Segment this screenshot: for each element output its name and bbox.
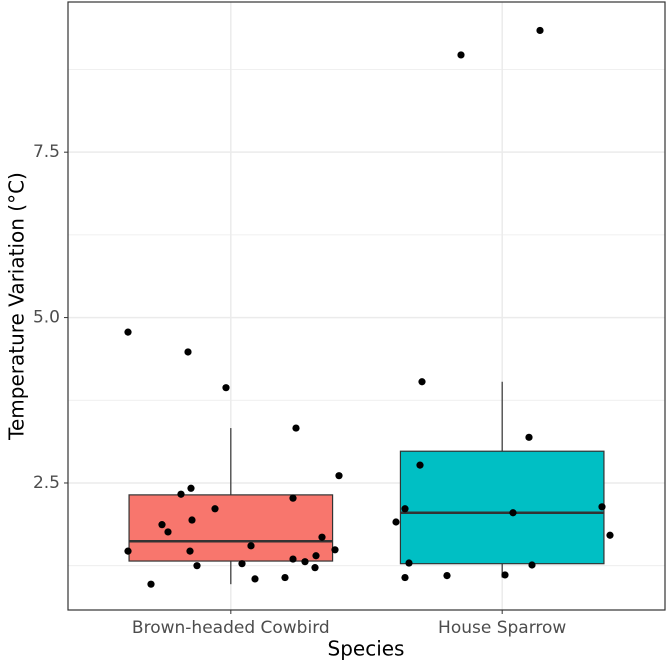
point <box>457 51 465 59</box>
point <box>251 575 259 583</box>
box <box>128 494 334 562</box>
y-tick-label: 2.5 <box>33 473 60 493</box>
point <box>418 378 426 386</box>
point <box>124 547 132 555</box>
point <box>416 461 424 469</box>
point <box>247 542 255 550</box>
point <box>188 516 196 524</box>
point <box>331 546 339 554</box>
point <box>606 531 614 539</box>
point <box>193 562 201 570</box>
point <box>335 472 343 480</box>
point <box>301 558 309 566</box>
point <box>401 505 409 513</box>
point <box>598 503 606 511</box>
point <box>281 573 289 582</box>
y-tick-label: 5.0 <box>33 308 60 328</box>
point <box>405 559 413 567</box>
point <box>312 552 320 560</box>
point <box>124 328 132 336</box>
box <box>399 450 605 565</box>
point <box>158 521 166 529</box>
point <box>501 571 509 579</box>
point <box>177 490 185 498</box>
point <box>164 528 172 536</box>
x-tick-label: House Sparrow <box>438 618 566 638</box>
point <box>401 573 409 582</box>
point <box>186 547 194 555</box>
panel-border <box>67 1 666 611</box>
point <box>211 505 219 513</box>
point <box>318 533 326 541</box>
point <box>392 518 400 526</box>
y-tick-label: 7.5 <box>33 142 60 162</box>
y-axis-title: Temperature Variation (°C) <box>5 172 29 441</box>
point <box>187 484 195 492</box>
point <box>222 384 230 392</box>
point <box>292 424 300 432</box>
point <box>289 555 297 563</box>
point <box>184 348 192 356</box>
x-axis-title: Species <box>328 637 405 661</box>
point <box>525 433 533 441</box>
point <box>509 509 517 517</box>
x-tick-label: Brown-headed Cowbird <box>132 618 330 638</box>
point <box>147 580 155 588</box>
point <box>289 494 297 502</box>
point <box>311 564 319 572</box>
point <box>238 560 246 568</box>
point <box>528 561 536 569</box>
point <box>443 571 451 580</box>
point <box>536 26 544 35</box>
